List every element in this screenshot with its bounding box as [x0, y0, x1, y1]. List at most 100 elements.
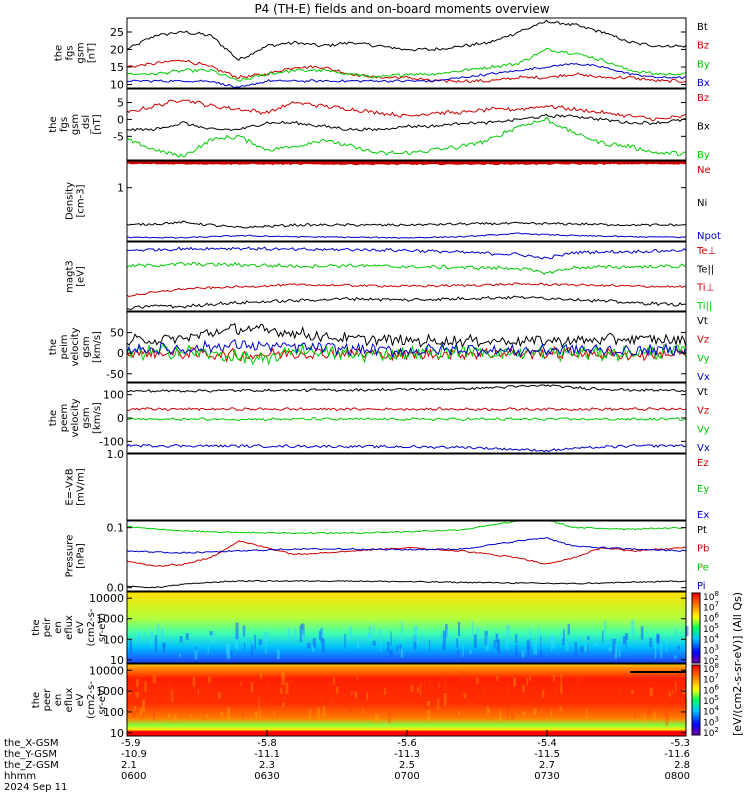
spectrogram-streak	[612, 638, 616, 655]
legend-vx: Vx	[697, 443, 710, 454]
spectrogram-streak	[390, 631, 392, 647]
legend-bx: Bx	[697, 78, 710, 89]
panel-frame	[126, 591, 687, 664]
y-axis-label-line: sr-eV)	[97, 613, 108, 642]
colorbar-tick-exponent: 2	[714, 726, 718, 734]
y-axis-label-line: gsm	[76, 42, 87, 63]
spectrogram-streak	[240, 681, 242, 687]
y-axis-label-line: sr-eV)	[97, 685, 108, 714]
spectrogram-streak	[440, 677, 442, 682]
time-axis-value: -11.1	[254, 749, 280, 760]
time-axis-table: the_X-GSM -5.9 -5.8 -5.6 -5.4 -5.3 the_Y-GSM -1…	[4, 730, 690, 793]
spectrogram-streak	[680, 673, 683, 679]
spectrogram-streak	[420, 683, 422, 695]
series-group	[127, 99, 686, 158]
spectrogram-streak	[677, 645, 681, 650]
time-axis-value: -5.6	[397, 738, 417, 749]
spectrogram-fill	[127, 592, 686, 663]
spectrogram-texture	[127, 671, 688, 727]
spectrogram-streak	[185, 633, 189, 640]
y-axis-label-line: (cm2-s-	[86, 681, 97, 719]
spectrogram-streak	[443, 693, 447, 706]
ion-colorbar	[691, 592, 701, 664]
legend-pi: Pi	[697, 581, 706, 592]
spectrogram-streak	[618, 686, 622, 693]
spectrogram-streak	[154, 635, 158, 652]
colorbar-tick-exponent: 5	[714, 694, 718, 702]
series-pi-line	[127, 537, 686, 554]
spectrogram-streak	[311, 645, 315, 652]
spectrogram-streak	[307, 642, 311, 649]
time-axis-value: -11.5	[534, 749, 560, 760]
y-axis-label-line: the	[48, 116, 59, 132]
y-axis-label-line: (cm2-s-	[86, 608, 97, 646]
spectrogram-streak	[531, 703, 534, 711]
spectrogram-streak	[410, 685, 414, 692]
series-pe-line	[127, 521, 686, 535]
panel-1: 10 15 20 25 the fgs gsm [nT] Bt Bz By Bx	[54, 17, 710, 92]
series-ti-line	[127, 282, 686, 298]
spectrogram-streak	[608, 647, 612, 652]
series-te-line	[127, 246, 686, 260]
legend-ni: Ni	[697, 198, 707, 209]
spectrogram-streak	[152, 709, 155, 721]
legend-te: Te⊥	[696, 246, 716, 257]
legend-bz: Bz	[697, 93, 709, 104]
y-tick-label: 0	[117, 412, 124, 425]
spectrogram-streak	[496, 639, 499, 651]
spectrogram-streak	[250, 682, 254, 693]
legend-ey: Ey	[697, 484, 709, 495]
spectrogram-streak	[321, 626, 324, 639]
series-group	[127, 161, 686, 239]
spectrogram-streak	[161, 627, 164, 642]
spectrogram-streak	[312, 638, 317, 648]
spectrogram-streak	[560, 674, 562, 686]
colorbar-tick-exponent: 7	[714, 601, 718, 609]
legend-pt: Pt	[697, 525, 707, 536]
spectrogram-streak	[473, 634, 477, 648]
spectrogram-streak	[493, 640, 496, 649]
y-axis-label-line: fgs	[59, 117, 70, 132]
spectrogram-streak	[575, 684, 578, 691]
y-tick-label: 5	[117, 97, 124, 110]
spectrogram-streak	[585, 707, 588, 720]
panel-frame	[126, 17, 687, 89]
spectrogram-streak	[685, 697, 688, 710]
spectrogram-streak	[437, 698, 440, 710]
y-axis-label-line: magt3	[65, 260, 76, 293]
spectrogram-streak	[136, 678, 139, 687]
y-axis-label-line: [nPa]	[76, 543, 87, 569]
series-bt-line	[127, 19, 686, 61]
series-pb-line	[127, 540, 686, 567]
spectrogram-gap-marker	[630, 671, 686, 673]
spectrogram-streak	[137, 631, 141, 643]
spectrogram-streak	[152, 672, 156, 680]
chart-title: P4 (TH-E) fields and on-board moments ov…	[254, 2, 549, 16]
spectrogram-streak	[653, 711, 657, 720]
spectrogram-streak	[133, 706, 137, 711]
panel-8: 0.0 0.1 Pressure [nPa] Pt Pb Pe Pi	[65, 520, 709, 595]
spectrogram-streak	[226, 643, 231, 659]
panel-frame	[126, 88, 687, 161]
spectrogram-streak	[212, 689, 214, 693]
time-axis-row-label: the_X-GSM	[4, 738, 58, 749]
series-npot-line	[127, 232, 686, 239]
spectrogram-streak	[426, 701, 431, 706]
spectrogram-streak	[270, 686, 274, 691]
y-axis-label-line: the	[31, 619, 42, 635]
legend-vt: Vt	[697, 316, 708, 327]
legend-vz: Vz	[697, 335, 709, 346]
series-ne-line	[127, 161, 686, 166]
series-group	[127, 19, 686, 88]
time-axis-value: 0800	[665, 771, 690, 782]
spectrogram-streak	[220, 712, 224, 717]
time-axis-value: -5.9	[121, 738, 141, 749]
y-tick-label: -100	[99, 435, 124, 448]
spectrogram-streak	[521, 650, 525, 658]
spectrogram-streak	[631, 689, 634, 694]
spectrogram-streak	[529, 628, 532, 641]
spectrogram-streak	[551, 702, 555, 707]
spectrogram-streak	[242, 627, 244, 643]
y-tick-label: 20	[110, 44, 124, 57]
y-tick-label: -50	[106, 368, 124, 381]
